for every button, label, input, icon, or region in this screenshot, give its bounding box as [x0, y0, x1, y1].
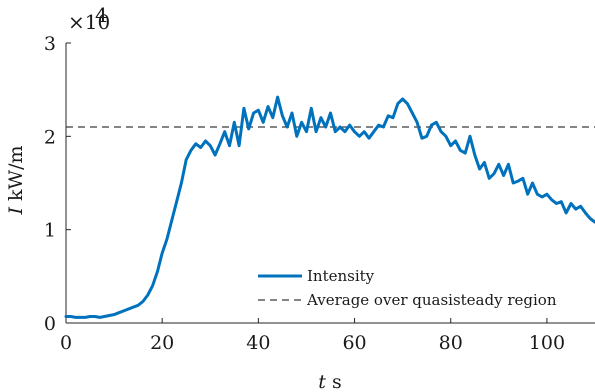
plot-area: 0 20 40 60 80 100 0 1 2 3	[44, 33, 595, 354]
y-axis-title: IkW/m	[5, 146, 27, 216]
x-tick-label: 20	[150, 332, 174, 354]
ticks: 0 20 40 60 80 100 0 1 2 3	[44, 33, 565, 354]
x-tick-label: 60	[342, 332, 366, 354]
legend: Intensity Average over quasisteady regio…	[258, 267, 557, 309]
y-tick-label: 0	[44, 313, 56, 335]
y-scale-base: ×10	[68, 10, 110, 34]
intensity-line	[64, 95, 595, 319]
y-scale-exponent: 4	[95, 3, 108, 27]
x-tick-label: 100	[529, 332, 565, 354]
y-tick-label: 2	[44, 126, 56, 148]
y-scale-factor: ×10 4	[68, 3, 110, 34]
legend-intensity-label: Intensity	[307, 267, 375, 285]
x-axis-variable: t	[318, 371, 326, 392]
x-axis-unit: s	[332, 371, 342, 392]
y-axis-variable: I	[5, 206, 27, 215]
x-tick-label: 0	[60, 332, 72, 354]
x-tick-label: 80	[439, 332, 463, 354]
y-tick-label: 3	[44, 33, 56, 55]
y-axis-unit: kW/m	[5, 146, 27, 201]
y-tick-label: 1	[44, 220, 56, 242]
x-tick-label: 40	[246, 332, 270, 354]
legend-average-label: Average over quasisteady region	[306, 291, 557, 309]
